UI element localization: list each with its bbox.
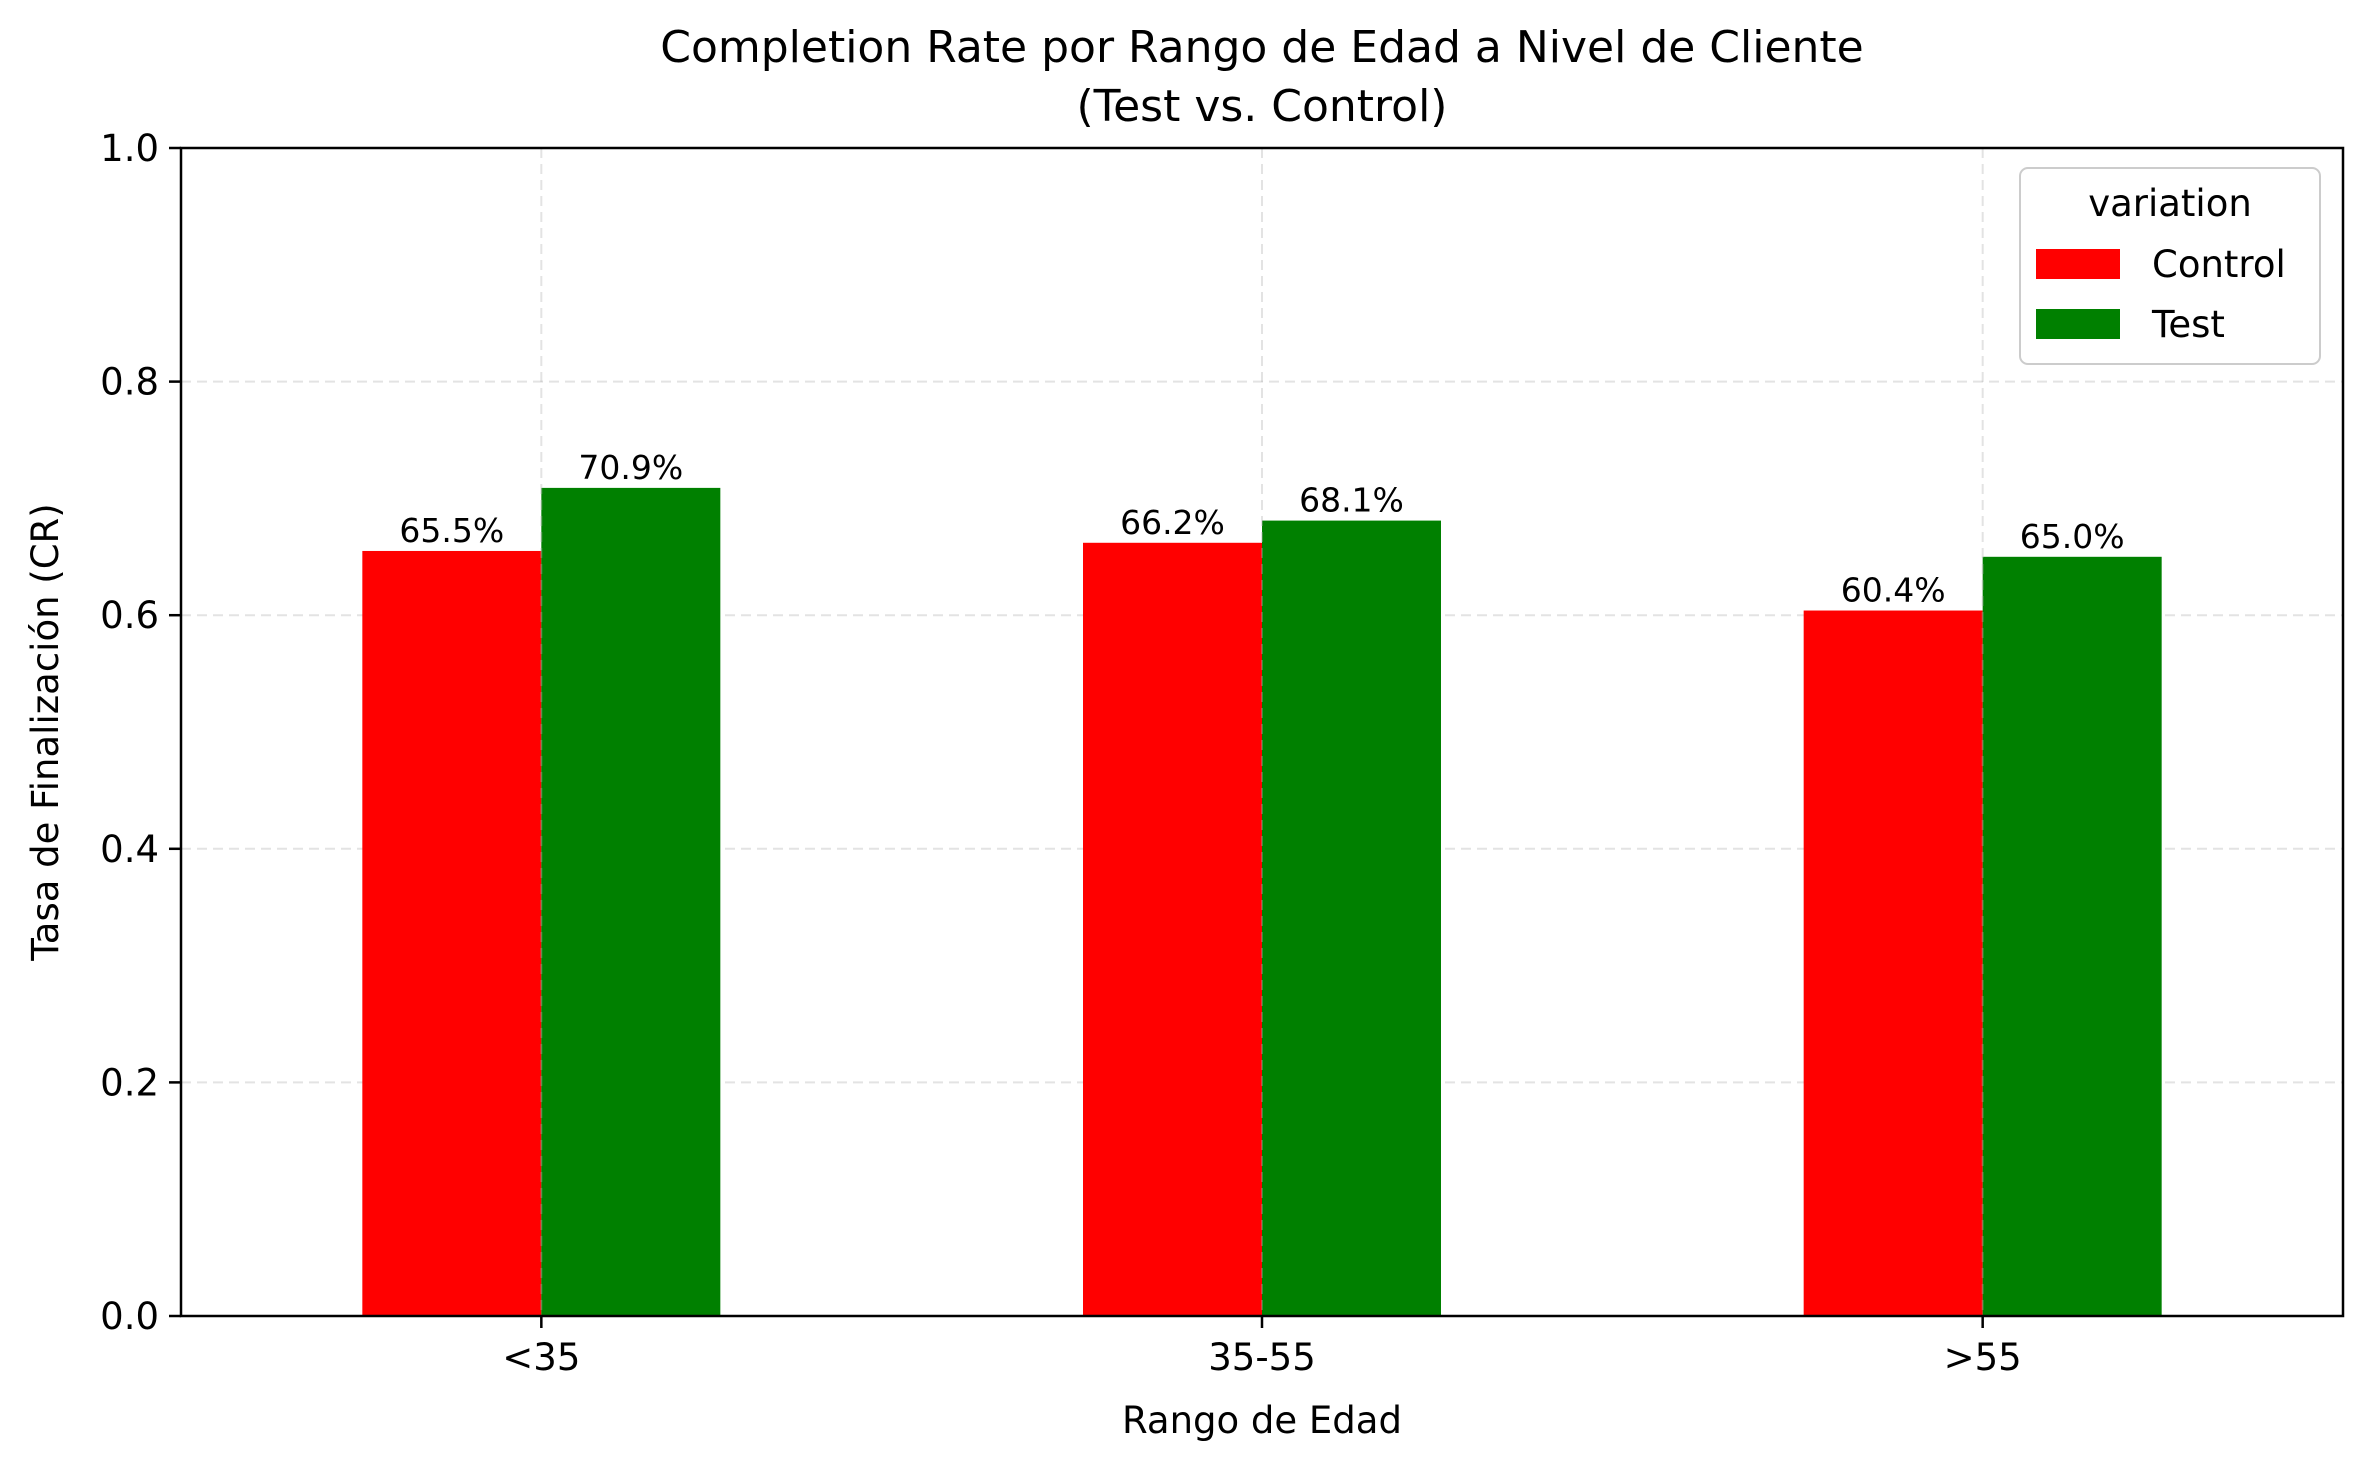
y-tick-label: 0.0 (100, 1295, 159, 1338)
y-tick-label: 0.6 (100, 594, 159, 637)
x-tick-label: >55 (1944, 1336, 2022, 1379)
y-tick-label: 0.8 (100, 361, 159, 404)
bar-test-1 (1262, 520, 1441, 1316)
x-axis-ticks: <35 35-55 >55 (502, 1316, 2022, 1379)
y-axis-ticks: 0.0 0.2 0.4 0.6 0.8 1.0 (100, 127, 181, 1338)
bar-control-2 (1803, 610, 1983, 1316)
bar-value-label: 65.0% (2020, 517, 2125, 556)
legend-swatch-test (2036, 309, 2120, 339)
x-tick-label: <35 (502, 1336, 580, 1379)
bar-value-labels: 65.5% 70.9% 66.2% 68.1% 60.4% 65.0% (399, 448, 2124, 610)
legend-label-control: Control (2152, 243, 2286, 286)
y-tick-label: 1.0 (100, 127, 159, 170)
legend: variation Control Test (2019, 167, 2321, 365)
y-axis-label: Tasa de Finalización (CR) (24, 503, 67, 961)
bar-test-0 (541, 487, 721, 1316)
x-axis-label: Rango de Edad (1122, 1399, 1402, 1442)
legend-label-test: Test (2151, 303, 2225, 346)
bar-value-label: 60.4% (1841, 571, 1946, 610)
legend-title: variation (2088, 182, 2252, 225)
legend-swatch-control (2036, 249, 2120, 279)
chart-title: Completion Rate por Rango de Edad a Nive… (660, 22, 1864, 73)
bars (362, 487, 2162, 1316)
y-tick-label: 0.2 (100, 1061, 159, 1104)
bar-value-label: 66.2% (1120, 503, 1225, 542)
bar-control-0 (362, 550, 542, 1316)
x-grid-lines (540, 148, 1984, 1316)
chart-subtitle: (Test vs. Control) (1077, 81, 1448, 132)
bar-value-label: 65.5% (399, 511, 504, 550)
bar-value-label: 70.9% (578, 448, 683, 487)
y-tick-label: 0.4 (100, 828, 159, 871)
bar-control-1 (1083, 542, 1262, 1316)
x-tick-label: 35-55 (1208, 1336, 1316, 1379)
bar-test-2 (1982, 556, 2162, 1316)
bar-value-label: 68.1% (1299, 481, 1404, 520)
